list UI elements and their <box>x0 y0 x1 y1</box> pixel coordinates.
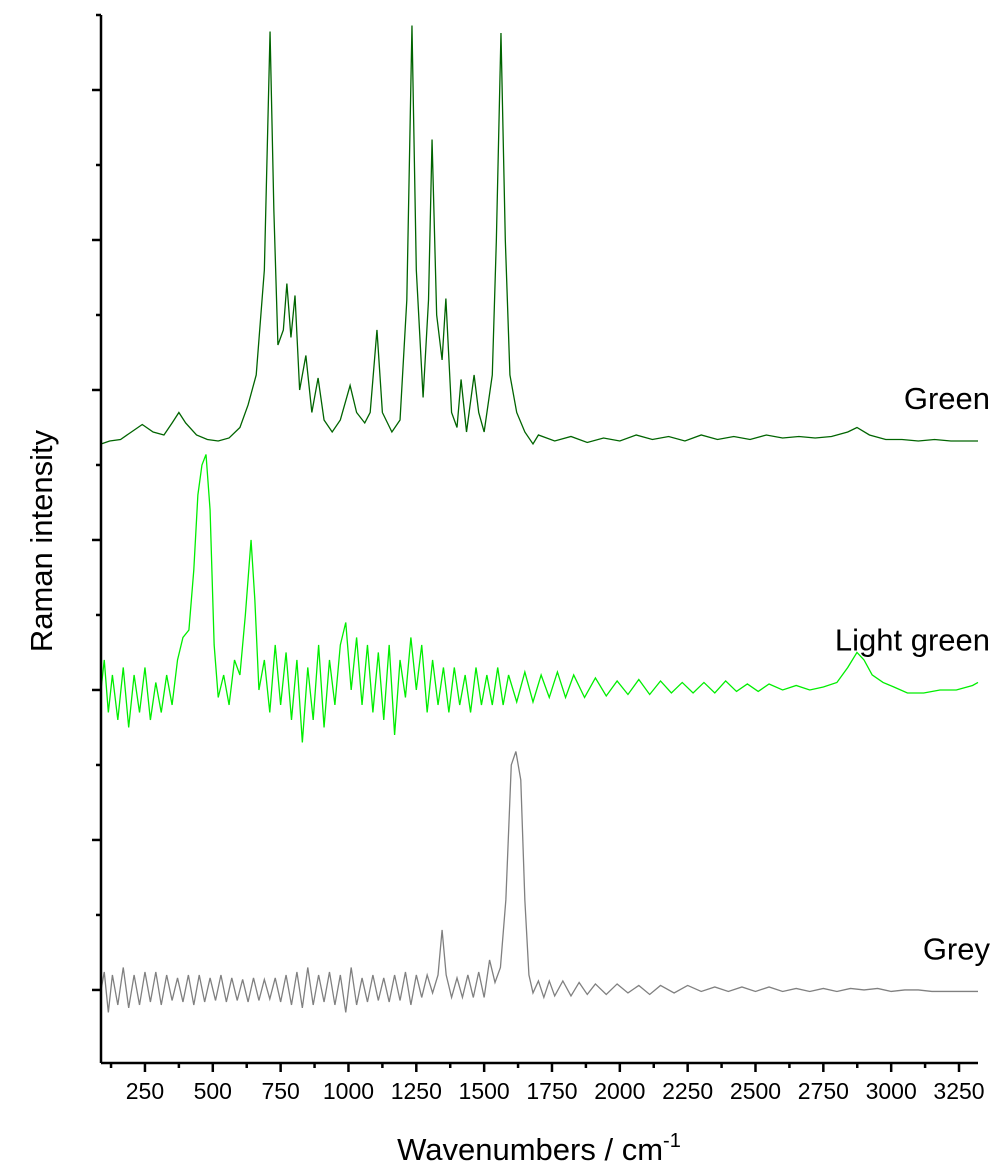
x-tick-label: 2500 <box>730 1078 781 1104</box>
x-tick-label: 1750 <box>526 1078 577 1104</box>
x-axis-label-sup: -1 <box>663 1130 681 1152</box>
series-label: Green <box>904 381 990 416</box>
x-tick-label: 1000 <box>323 1078 374 1104</box>
y-axis-label: Raman intensity <box>24 429 59 652</box>
x-tick-label: 3000 <box>866 1078 917 1104</box>
x-tick-label: 2000 <box>594 1078 645 1104</box>
series-label: Grey <box>923 931 991 966</box>
x-tick-label: 2250 <box>662 1078 713 1104</box>
spectrum-line <box>100 454 979 743</box>
x-axis-label: Wavenumbers / cm-1 <box>397 1130 681 1167</box>
spectrum-line <box>100 25 978 446</box>
x-tick-label: 750 <box>261 1078 299 1104</box>
x-tick-label: 1500 <box>459 1078 510 1104</box>
x-tick-label: 500 <box>194 1078 232 1104</box>
x-tick-label: 250 <box>126 1078 164 1104</box>
x-tick-label: 3250 <box>933 1078 984 1104</box>
series-label: Light green <box>835 622 990 657</box>
x-tick-label: 2750 <box>798 1078 849 1104</box>
spectrum-line <box>100 751 978 1013</box>
x-tick-label: 1250 <box>391 1078 442 1104</box>
x-axis-label-main: Wavenumbers / cm <box>397 1132 663 1167</box>
